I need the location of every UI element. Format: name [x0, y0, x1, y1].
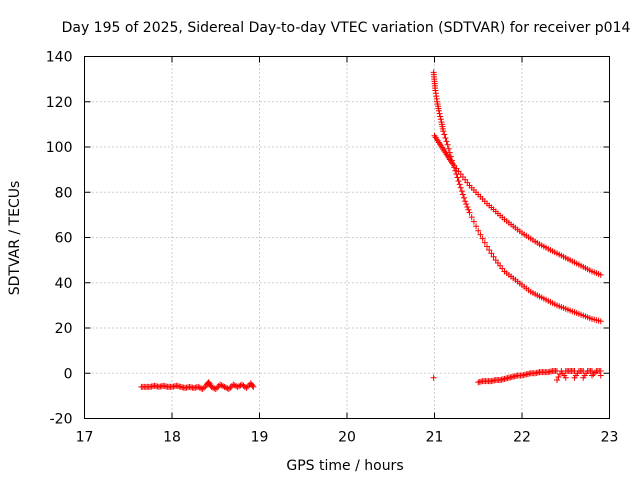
x-tick-label: 19: [251, 430, 269, 446]
data-point: [443, 138, 450, 145]
data-point: [454, 174, 461, 181]
data-point: [463, 201, 470, 208]
y-tick-label: 120: [46, 95, 73, 111]
series-cluster-low-late: [430, 367, 604, 386]
data-point: [461, 194, 468, 201]
chart-title: Day 195 of 2025, Sidereal Day-to-day VTE…: [62, 20, 631, 36]
data-point: [465, 206, 472, 213]
data-point: [479, 235, 486, 242]
data-point: [430, 374, 437, 381]
data-point: [597, 271, 604, 278]
data-point: [500, 376, 507, 383]
data-point: [552, 367, 559, 374]
data-point: [450, 160, 457, 167]
data-point: [591, 369, 598, 376]
y-tick-label: 80: [55, 185, 73, 201]
data-point: [554, 377, 560, 384]
data-point: [240, 382, 247, 389]
data-point: [570, 367, 577, 374]
y-tick-label: 100: [46, 140, 73, 156]
data-point: [176, 383, 183, 390]
data-point: [470, 218, 477, 225]
x-tick-label: 22: [513, 430, 531, 446]
data-point: [445, 145, 452, 152]
data-point: [211, 385, 218, 392]
data-point: [466, 209, 473, 216]
y-tick-label: 0: [64, 366, 73, 382]
data-point: [453, 171, 460, 178]
data-point: [456, 181, 463, 188]
data-point: [486, 246, 493, 253]
data-point: [590, 371, 597, 378]
data-point: [442, 134, 449, 141]
data-point: [248, 381, 255, 388]
data-point: [440, 128, 447, 135]
x-tick-label: 18: [163, 430, 181, 446]
data-point: [477, 231, 484, 238]
data-point: [462, 198, 469, 205]
data-point: [521, 371, 528, 378]
data-point: [446, 149, 453, 156]
data-point: [459, 191, 466, 198]
data-point: [449, 157, 455, 164]
data-point: [201, 384, 208, 391]
data-point: [508, 374, 515, 381]
data-point: [596, 367, 603, 374]
series-cluster-low-early: [138, 379, 257, 393]
grid: [84, 56, 610, 419]
data-point: [484, 243, 490, 250]
y-tick-label: 20: [55, 321, 73, 337]
data-point: [437, 116, 444, 123]
data-point: [468, 214, 475, 221]
data-point: [587, 367, 594, 374]
data-point: [490, 253, 497, 260]
x-tick-label: 23: [601, 430, 619, 446]
data-point: [597, 318, 604, 325]
x-tick-label: 21: [426, 430, 444, 446]
data-point: [441, 131, 448, 138]
x-axis-label: GPS time / hours: [286, 458, 403, 474]
data-point: [561, 372, 568, 379]
data-point: [589, 372, 595, 379]
data-point: [436, 110, 443, 117]
series-arc-upper: [431, 132, 604, 278]
axis-ticks: 17 18 19 20 21 22 23 -20 0 20 40 60 80 100 120 140: [46, 50, 619, 446]
y-axis-label: SDTVAR / TECUs: [7, 181, 23, 296]
data-point: [555, 374, 562, 381]
y-tick-label: -20: [50, 412, 73, 428]
data-point: [435, 107, 442, 114]
x-tick-label: 20: [338, 430, 356, 446]
data-point: [597, 372, 604, 379]
data-point: [224, 385, 231, 392]
data-point: [447, 153, 454, 160]
data-point: [475, 227, 482, 234]
data-point: [458, 188, 465, 195]
data-point: [218, 382, 225, 389]
data-point: [556, 371, 563, 378]
data-point: [451, 164, 458, 171]
data-point: [455, 177, 462, 184]
data-point: [457, 184, 464, 191]
series-arc-lower: [430, 69, 604, 325]
x-tick-label: 17: [76, 430, 94, 446]
data-point: [444, 141, 451, 148]
data-point: [452, 167, 459, 174]
data-point: [249, 382, 256, 389]
y-tick-label: 60: [55, 231, 73, 247]
data-point: [473, 223, 480, 230]
y-tick-label: 40: [55, 276, 73, 292]
y-tick-label: 140: [46, 50, 73, 66]
data-point: [578, 367, 585, 374]
data-point: [504, 375, 511, 382]
data-point: [488, 250, 495, 257]
data-point: [481, 239, 488, 246]
data-point: [437, 113, 444, 120]
data-point: [198, 385, 205, 392]
data-point: [231, 382, 238, 389]
data-point: [464, 203, 471, 210]
data-points: [138, 69, 604, 393]
